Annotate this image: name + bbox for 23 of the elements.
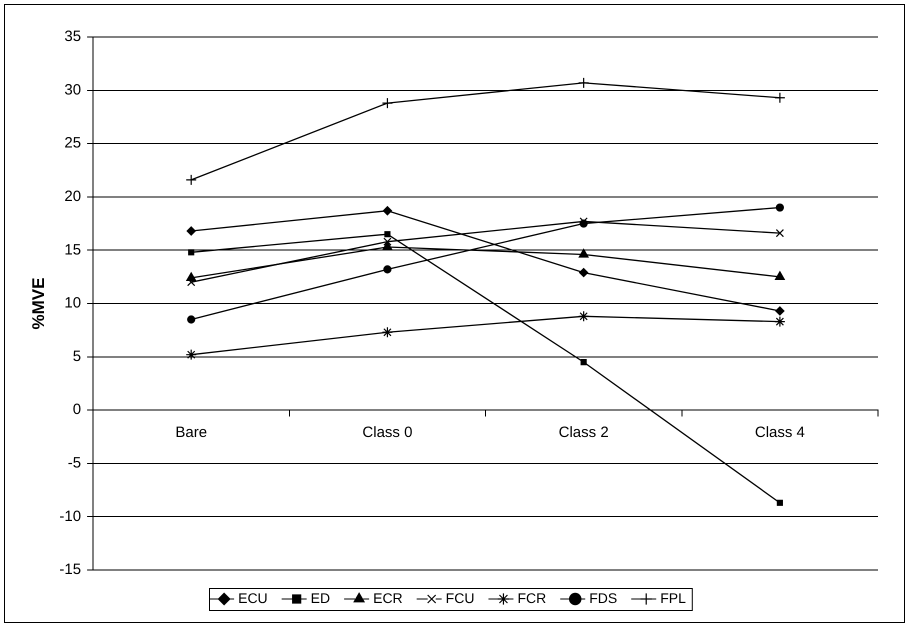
y-tick-label: 20	[64, 188, 82, 206]
y-axis-title: %MVE	[28, 278, 48, 330]
y-tick-label: 25	[64, 134, 82, 152]
legend-label: FCR	[517, 590, 546, 606]
legend-label: FDS	[589, 590, 618, 606]
y-tick-label: 10	[64, 294, 82, 312]
y-tick-label: -5	[68, 454, 82, 472]
legend-label: FCU	[446, 590, 474, 606]
y-tick-label: -15	[59, 561, 82, 578]
y-tick-label: 0	[72, 401, 82, 418]
x-tick-label: Bare	[175, 424, 208, 442]
legend-label: ECU	[238, 590, 268, 606]
x-tick-label: Class 2	[558, 424, 609, 442]
y-tick-label: -10	[59, 508, 82, 525]
x-tick-label: Class 4	[754, 424, 805, 442]
y-tick-label: 15	[64, 241, 82, 258]
x-tick-label: Class 0	[362, 424, 412, 442]
legend-label: ED	[310, 590, 330, 606]
y-tick-label: 5	[72, 348, 82, 365]
y-tick-label: 35	[64, 28, 82, 46]
legend-label: FPL	[660, 590, 686, 606]
y-tick-label: 30	[64, 81, 82, 98]
legend-label: ECR	[373, 590, 403, 606]
